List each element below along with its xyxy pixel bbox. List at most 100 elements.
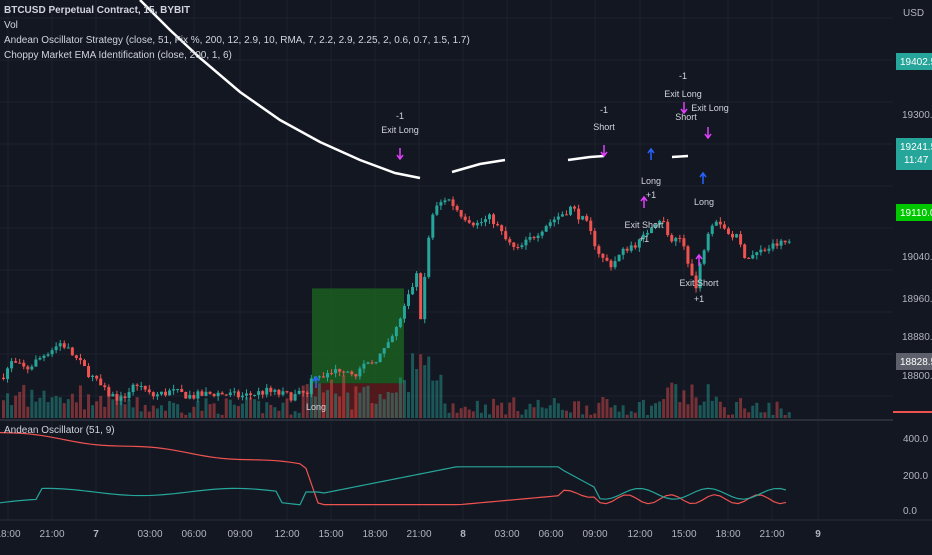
volume-bar (34, 401, 38, 418)
oscillator-pane (0, 432, 787, 506)
time-label: 06:00 (538, 529, 563, 540)
candle-body (34, 359, 38, 367)
volume-bar (74, 402, 78, 418)
volume-bar (674, 384, 678, 418)
candle-body (159, 391, 163, 395)
exit-long-qty: -1 (396, 111, 404, 121)
candle-body (654, 224, 658, 228)
volume-bar (188, 412, 192, 418)
volume-bar (419, 354, 423, 418)
osc-tick: 200.0 (903, 471, 928, 482)
volume-bar (755, 402, 759, 418)
arrow-down-icon (704, 127, 712, 140)
volume-bar (601, 397, 605, 418)
candle-body (463, 216, 467, 221)
price-tick: 18880.0 (902, 332, 932, 343)
volume-bar (46, 402, 50, 418)
candle-body (771, 243, 775, 249)
volume-bar (759, 412, 763, 418)
candle-body (775, 243, 779, 246)
choppy-legend[interactable]: Choppy Market EMA Identification (close,… (4, 50, 232, 61)
volume-bar (245, 397, 248, 418)
volume-bar (504, 414, 508, 418)
arrow-up-icon (312, 375, 320, 388)
candle-body (58, 343, 62, 347)
volume-bar (459, 408, 463, 418)
time-label: 7 (93, 529, 99, 540)
volume-bar (168, 401, 172, 418)
candle-body (694, 275, 698, 289)
strategy-legend[interactable]: Andean Oscillator Strategy (close, 51, F… (4, 35, 470, 46)
volume-bar (265, 402, 269, 418)
volume-bar (54, 395, 58, 418)
volume-bar (208, 404, 212, 418)
volume-bar (670, 382, 674, 418)
volume-bar (338, 396, 342, 418)
volume-bar (289, 414, 293, 418)
volume-bar (249, 397, 253, 418)
arrow-up-icon (699, 171, 707, 184)
volume-bar (261, 413, 265, 418)
oscillator-legend[interactable]: Andean Oscillator (51, 9) (4, 425, 115, 436)
candle-body (334, 369, 338, 374)
candle-body (398, 318, 402, 328)
volume-bar (726, 414, 730, 418)
volume-bar (609, 407, 613, 418)
candle-body (83, 360, 86, 367)
volume-bar (30, 389, 34, 418)
candle-body (127, 392, 131, 398)
ema-curve (139, 0, 421, 180)
candle-body (670, 235, 674, 242)
candle-body (14, 361, 18, 363)
vol-legend[interactable]: Vol (4, 20, 18, 31)
volume-bar (589, 414, 593, 418)
volume-bar (645, 414, 649, 418)
candle-body (277, 389, 281, 395)
candle-body (289, 392, 293, 401)
volume-bar (467, 409, 471, 418)
volume-bar (560, 409, 564, 418)
candle-body (641, 234, 645, 240)
candle-body (6, 368, 10, 379)
volume-bar (180, 412, 184, 418)
volume-bar (508, 402, 512, 418)
candle-body (560, 214, 564, 217)
candle-body (569, 206, 572, 215)
candle-body (346, 371, 350, 373)
candle-body (479, 222, 483, 224)
volume-bar (569, 412, 572, 418)
volume-bar (500, 402, 504, 418)
volume-bar (479, 412, 483, 418)
arrow-up-icon (647, 147, 655, 160)
volume-bar (564, 410, 568, 418)
volume-bar (277, 410, 281, 418)
volume-bar (301, 385, 305, 418)
volume-bar (678, 402, 682, 418)
time-label: 18:00 (0, 529, 21, 540)
candle-body (91, 375, 95, 378)
candle-body (245, 393, 248, 396)
candle-body (722, 224, 726, 229)
candle-body (95, 375, 99, 379)
volume-bars (2, 353, 791, 418)
time-label: 21:00 (406, 529, 431, 540)
candle-body (528, 237, 532, 240)
candle-body (103, 385, 107, 388)
exit-long-qty: -1 (679, 71, 687, 81)
volume-bar (787, 412, 791, 418)
symbol-title[interactable]: BTCUSD Perpetual Contract, 15, BYBIT (4, 5, 191, 16)
candle-body (459, 210, 463, 217)
stop-price-badge-bg (896, 353, 932, 370)
candle-body (370, 362, 374, 364)
volume-bar (135, 397, 139, 418)
candle-body (394, 327, 398, 337)
candle-body (520, 245, 524, 248)
volume-bar (119, 394, 123, 418)
volume-bar (115, 401, 119, 418)
volume-bar (552, 397, 556, 418)
candle-body (492, 214, 496, 225)
volume-bar (18, 391, 22, 418)
candle-body (447, 199, 451, 201)
